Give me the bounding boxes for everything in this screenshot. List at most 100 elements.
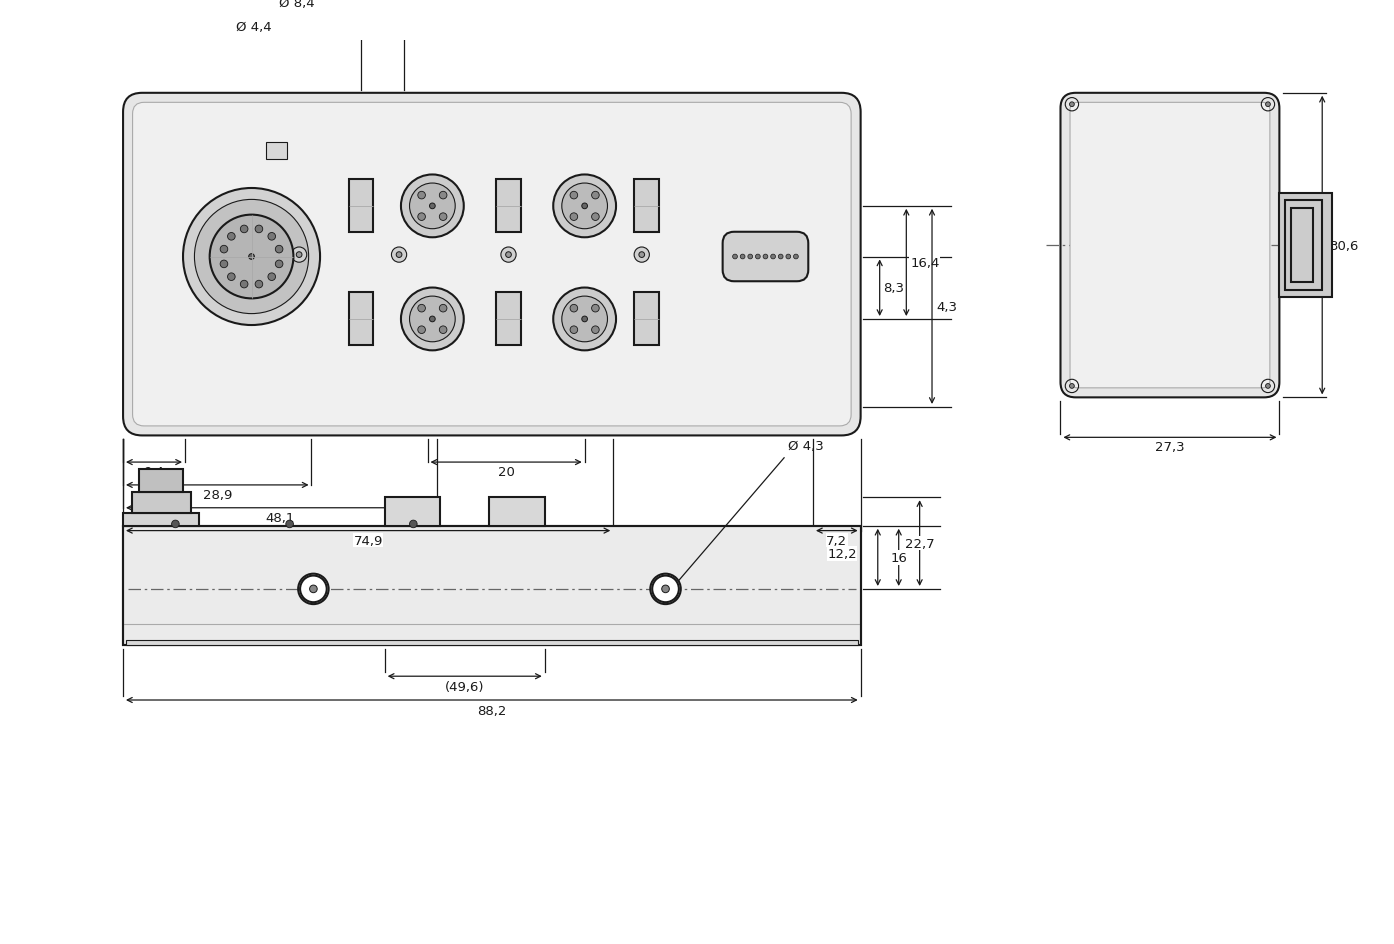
Circle shape [500, 247, 516, 263]
Text: 16: 16 [891, 551, 907, 565]
Circle shape [248, 254, 254, 261]
Bar [1280, 194, 1331, 298]
Circle shape [771, 255, 775, 260]
Circle shape [275, 261, 283, 268]
Bar [266, 143, 287, 160]
Circle shape [418, 327, 425, 334]
Bar [139, 469, 183, 492]
Text: 12,2: 12,2 [827, 548, 857, 561]
Circle shape [591, 305, 599, 312]
Circle shape [651, 574, 680, 604]
Circle shape [255, 281, 262, 289]
Text: (49,6): (49,6) [445, 681, 485, 694]
Circle shape [298, 574, 329, 604]
Circle shape [209, 215, 293, 299]
Circle shape [291, 247, 307, 263]
Circle shape [562, 184, 608, 229]
Circle shape [747, 255, 753, 260]
Circle shape [220, 246, 227, 254]
Bar [634, 180, 659, 232]
Circle shape [581, 204, 587, 210]
Circle shape [268, 233, 276, 241]
Circle shape [763, 255, 768, 260]
Text: Ø 4,4: Ø 4,4 [236, 21, 272, 34]
Circle shape [418, 213, 425, 221]
Circle shape [591, 192, 599, 200]
Circle shape [740, 255, 744, 260]
Circle shape [591, 327, 599, 334]
Text: 4,3: 4,3 [937, 300, 958, 313]
Circle shape [634, 247, 650, 263]
Circle shape [268, 274, 276, 281]
Circle shape [1266, 103, 1270, 108]
Bar [348, 180, 374, 232]
Circle shape [410, 296, 456, 343]
Circle shape [662, 585, 669, 593]
Circle shape [439, 327, 447, 334]
Circle shape [1069, 103, 1075, 108]
Circle shape [401, 176, 464, 238]
Circle shape [591, 213, 599, 221]
Bar [348, 293, 374, 346]
Bar [125, 640, 857, 645]
FancyBboxPatch shape [1071, 103, 1270, 388]
Circle shape [429, 204, 435, 210]
Text: 48,1: 48,1 [265, 512, 294, 524]
Text: 20: 20 [498, 465, 514, 479]
Text: 22,7: 22,7 [905, 537, 934, 550]
Circle shape [418, 192, 425, 200]
Circle shape [553, 288, 616, 351]
Text: 9,4: 9,4 [144, 465, 164, 479]
Circle shape [562, 296, 608, 343]
Circle shape [227, 274, 236, 281]
Circle shape [439, 192, 447, 200]
Text: 16,4: 16,4 [910, 257, 940, 270]
Bar [123, 527, 860, 645]
Text: Ø 4,3: Ø 4,3 [788, 439, 824, 452]
Circle shape [429, 317, 435, 323]
Circle shape [392, 247, 407, 263]
Text: 27,3: 27,3 [1156, 441, 1185, 454]
Circle shape [439, 305, 447, 312]
Circle shape [570, 327, 577, 334]
Text: 28,9: 28,9 [202, 488, 231, 501]
Text: 30,6: 30,6 [1330, 240, 1359, 252]
FancyBboxPatch shape [722, 232, 809, 282]
Circle shape [570, 213, 577, 221]
Text: 88,2: 88,2 [477, 704, 506, 717]
Circle shape [255, 226, 262, 233]
Circle shape [171, 520, 180, 529]
Circle shape [275, 246, 283, 254]
Circle shape [733, 255, 737, 260]
FancyBboxPatch shape [132, 103, 852, 427]
FancyBboxPatch shape [123, 93, 860, 436]
Text: 7,2: 7,2 [827, 534, 848, 547]
Circle shape [570, 192, 577, 200]
Circle shape [194, 200, 308, 314]
Circle shape [410, 184, 456, 229]
Circle shape [756, 255, 760, 260]
Circle shape [553, 176, 616, 238]
Bar [634, 293, 659, 346]
Bar [496, 293, 521, 346]
Circle shape [793, 255, 799, 260]
Circle shape [439, 213, 447, 221]
Text: 74,9: 74,9 [354, 534, 383, 547]
Bar [1285, 201, 1323, 291]
Circle shape [309, 585, 318, 593]
Circle shape [396, 252, 401, 258]
Circle shape [778, 255, 783, 260]
Circle shape [183, 189, 321, 326]
Circle shape [286, 520, 293, 529]
Bar [385, 497, 441, 527]
Circle shape [297, 252, 302, 258]
Circle shape [418, 305, 425, 312]
Bar [131, 492, 191, 513]
Circle shape [240, 226, 248, 233]
Text: 8,3: 8,3 [884, 282, 905, 295]
Bar [123, 527, 860, 645]
Circle shape [786, 255, 790, 260]
Circle shape [227, 233, 236, 241]
Bar [1291, 209, 1313, 283]
Circle shape [410, 520, 417, 529]
